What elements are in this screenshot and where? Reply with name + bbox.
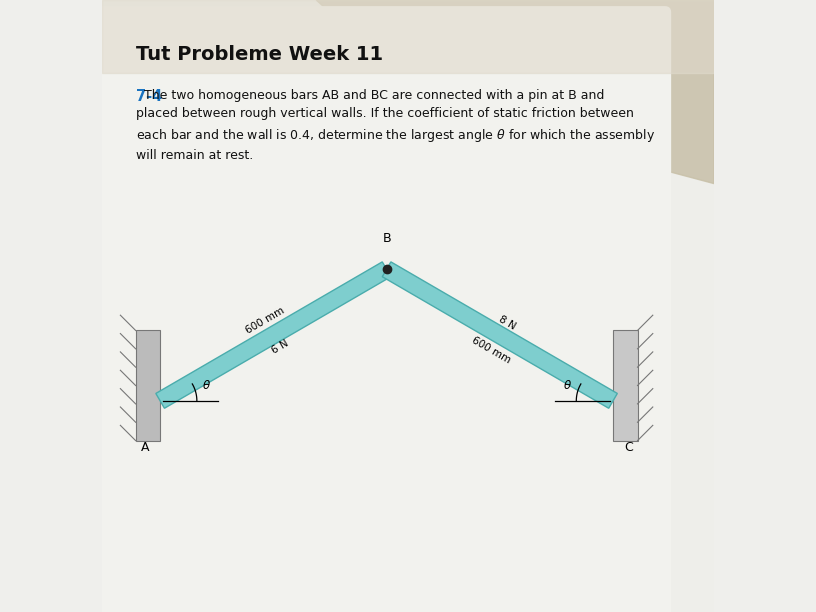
Text: C: C	[624, 441, 632, 453]
Polygon shape	[102, 0, 714, 73]
Text: 6 N: 6 N	[270, 338, 290, 356]
Polygon shape	[316, 0, 714, 184]
Text: θ: θ	[202, 379, 210, 392]
Polygon shape	[135, 330, 160, 441]
Text: The two homogeneous bars AB and BC are connected with a pin at B and
placed betw: The two homogeneous bars AB and BC are c…	[135, 89, 654, 162]
Text: A: A	[140, 441, 149, 453]
FancyBboxPatch shape	[102, 0, 714, 612]
Text: 8 N: 8 N	[497, 315, 517, 332]
Text: 600 mm: 600 mm	[244, 305, 286, 335]
Text: θ: θ	[564, 379, 570, 392]
Text: 7-4: 7-4	[135, 89, 162, 104]
FancyBboxPatch shape	[96, 6, 672, 612]
Polygon shape	[613, 330, 637, 441]
Text: B: B	[382, 232, 391, 245]
Polygon shape	[156, 262, 391, 408]
Text: Tut Probleme Week 11: Tut Probleme Week 11	[135, 45, 383, 64]
Polygon shape	[382, 262, 618, 408]
Text: 600 mm: 600 mm	[470, 335, 512, 365]
